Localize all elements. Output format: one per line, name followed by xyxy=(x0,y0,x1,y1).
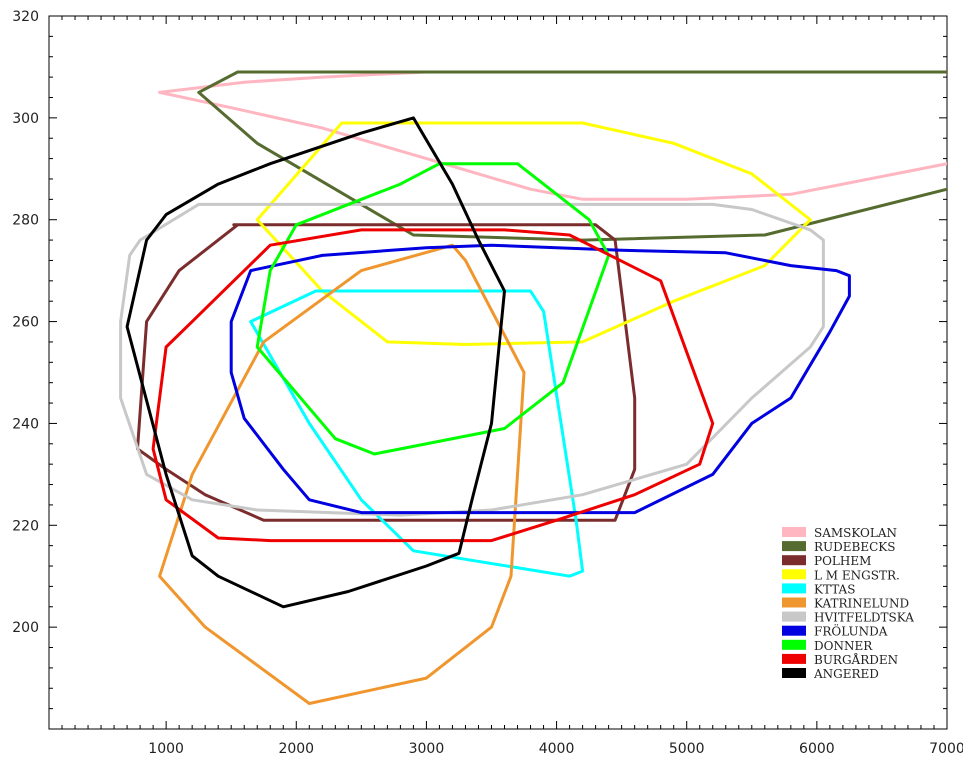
series-layer xyxy=(119,70,947,705)
legend-swatch xyxy=(782,668,806,678)
legend-label: ANGERED xyxy=(813,667,879,681)
legend-swatch xyxy=(782,653,806,664)
legend-swatch xyxy=(782,625,806,636)
legend-label: SAMSKOLAN xyxy=(814,526,897,540)
x-tick-label: 4000 xyxy=(539,741,575,757)
legend-label: KATRINELUND xyxy=(814,597,909,611)
legend-label: POLHEM xyxy=(814,554,871,568)
x-tick-label: 7000 xyxy=(929,741,963,757)
x-tick-label: 3000 xyxy=(409,741,445,757)
x-tick-label: 6000 xyxy=(799,741,835,757)
legend-label: DONNER xyxy=(814,639,873,653)
series-line-l-m-engstr- xyxy=(255,121,812,346)
y-tick-label: 220 xyxy=(12,518,39,534)
y-tick-label: 320 xyxy=(12,9,39,25)
series-line-kttas xyxy=(249,289,585,578)
legend-label: FRÖLUNDA xyxy=(814,623,888,639)
series-line-fr-lunda xyxy=(229,243,851,515)
series-line-katrinelund xyxy=(158,243,526,705)
legend-swatch xyxy=(782,611,806,622)
y-tick-label: 280 xyxy=(12,213,39,229)
series-line-burg-rden xyxy=(151,228,715,543)
axis-ticks: 1000 2000 3000 4000 5000 6000 7000 200 220 240 260… xyxy=(12,9,963,757)
y-tick-label: 240 xyxy=(12,416,39,432)
y-tick-label: 260 xyxy=(12,315,39,331)
series-line-rudebecks xyxy=(197,70,947,242)
legend-label: KTTAS xyxy=(814,582,855,596)
legend-swatch xyxy=(782,555,806,566)
x-tick-label: 2000 xyxy=(278,741,314,757)
series-line-polhem xyxy=(136,223,637,522)
legend-label: RUDEBECKS xyxy=(814,540,895,554)
y-tick-label: 200 xyxy=(12,620,39,636)
series-line-hvitfeldtska xyxy=(119,202,825,517)
legend-swatch xyxy=(782,569,806,580)
y-tick-label: 300 xyxy=(12,111,39,127)
legend-swatch xyxy=(782,527,806,537)
legend-label: L M ENGSTR. xyxy=(814,568,900,582)
legend-swatch xyxy=(782,639,806,650)
plot-frame xyxy=(48,15,948,730)
series-line-samskolan xyxy=(158,70,947,201)
legend-label: BURGÅRDEN xyxy=(814,652,898,667)
legend-swatch xyxy=(782,583,806,594)
series-line-angered xyxy=(125,116,506,609)
x-tick-label: 1000 xyxy=(148,741,184,757)
x-tick-label: 5000 xyxy=(669,741,705,757)
legend-swatch xyxy=(782,541,806,552)
legend-swatch xyxy=(782,597,806,608)
legend-label: HVITFELDTSKA xyxy=(814,611,914,625)
